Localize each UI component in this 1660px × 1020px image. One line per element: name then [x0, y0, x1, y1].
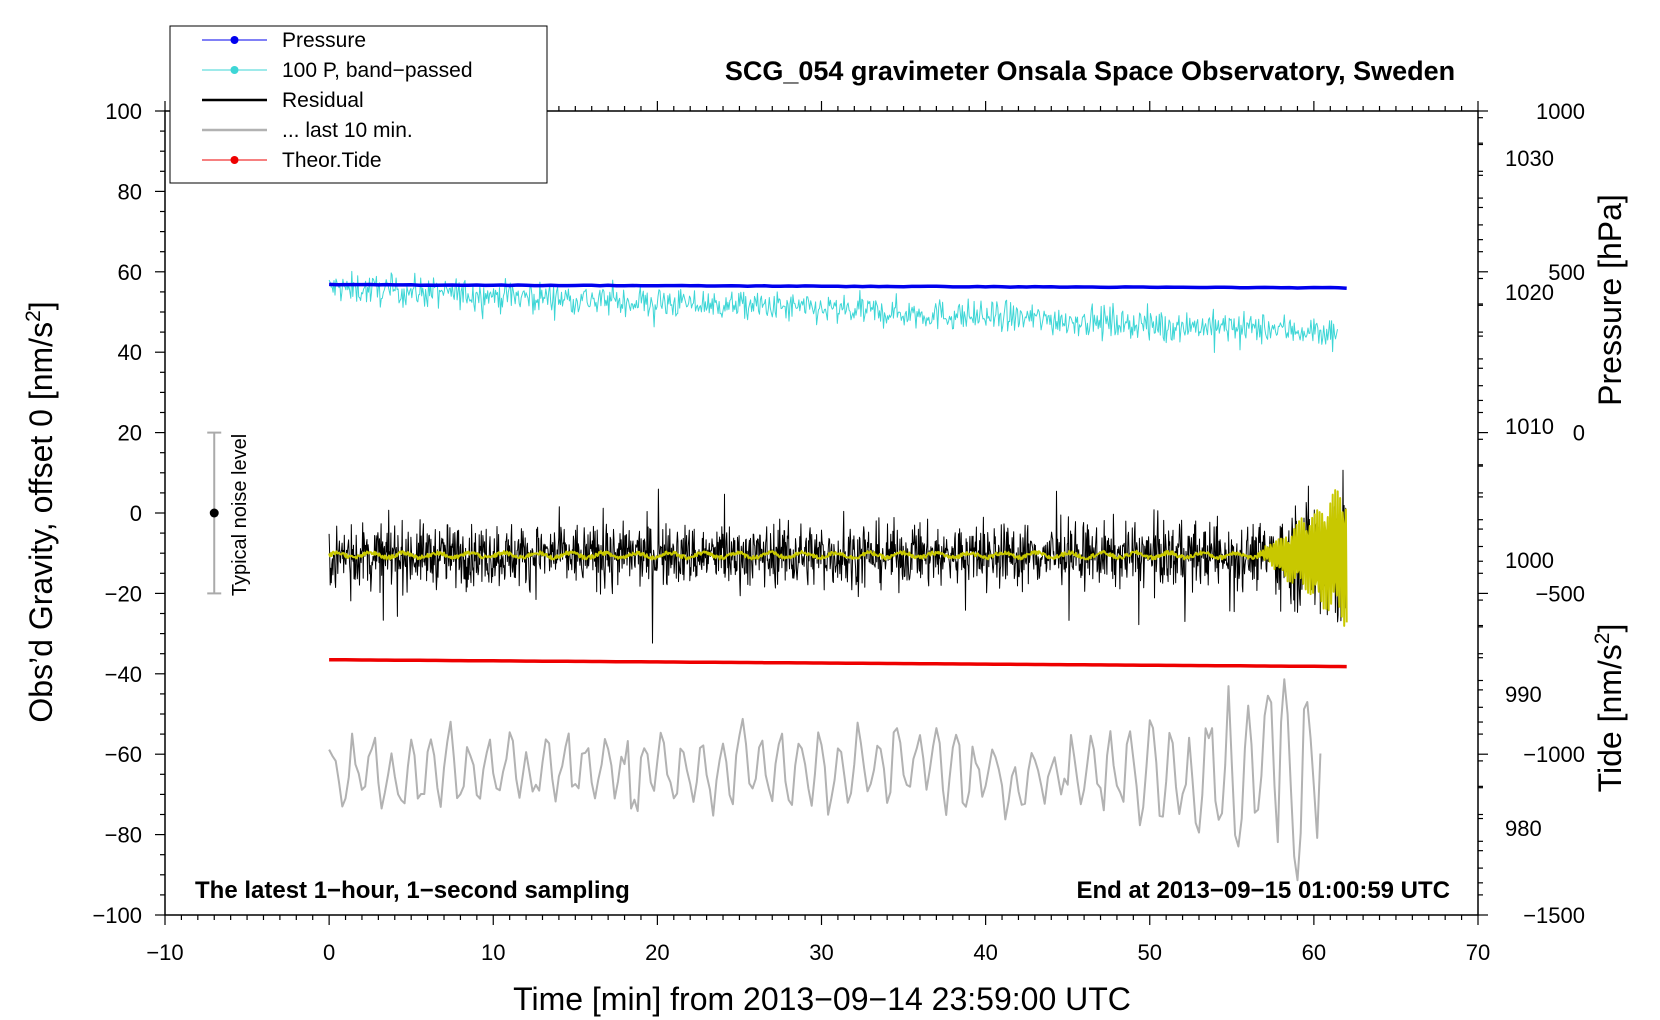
y-tick-label: 100: [105, 99, 142, 124]
series-residual: [328, 469, 1347, 644]
tide-tick-label: 0: [1573, 421, 1585, 446]
y-tick-label: 80: [118, 179, 142, 204]
y-tick-label: −60: [105, 742, 142, 767]
tide-tick-labels: 1000 500 0 −500 −1000 −1500: [1523, 99, 1585, 928]
x-tick-label: 40: [973, 940, 997, 965]
plot-frame: [164, 110, 1479, 916]
tide-tick-label: 1000: [1536, 99, 1585, 124]
y-axis-title-gravity: Obs’d Gravity, offset 0 [nm/s2]: [22, 301, 59, 722]
pressure-tick-label: 990: [1505, 682, 1542, 707]
x-tick-label: 50: [1138, 940, 1162, 965]
y-tick-label: −80: [105, 823, 142, 848]
series-last-10-min: [328, 678, 1322, 882]
tide-tick-label: −1000: [1523, 742, 1585, 767]
x-tick-label: 30: [809, 940, 833, 965]
legend-marker: [230, 156, 239, 164]
legend-label: 100 P, band−passed: [282, 59, 473, 82]
legend-marker: [230, 66, 239, 74]
legend-entry: 100 P, band−passed: [202, 59, 473, 82]
y-tick-label: 20: [118, 421, 142, 446]
legend-marker: [230, 36, 239, 44]
legend: Pressure 100 P, band−passed Residual ... la…: [169, 25, 548, 184]
noise-bar-center: [209, 508, 219, 518]
x-tick-label: 10: [481, 940, 505, 965]
legend-label: ... last 10 min.: [282, 119, 413, 142]
annotation-end-time: End at 2013−09−15 01:00:59 UTC: [1076, 877, 1450, 904]
noise-label: Typical noise level: [229, 434, 251, 596]
legend-entry: Theor.Tide: [202, 149, 382, 172]
legend-label: Theor.Tide: [282, 149, 382, 172]
y-tick-label: 40: [118, 340, 142, 365]
pressure-tick-label: 1010: [1505, 414, 1554, 439]
y-tick-label: −100: [92, 903, 142, 928]
tick-marks: [155, 101, 1488, 925]
tide-tick-label: −1500: [1523, 903, 1585, 928]
y-axis-title-tide: Tide [nm/s2]: [1591, 624, 1628, 793]
y-tick-label: −20: [105, 581, 142, 606]
pressure-tick-labels: 1030 1020 1010 1000 990 980: [1505, 146, 1554, 841]
x-tick-label: 0: [323, 940, 335, 965]
annotation-latest-hour: The latest 1−hour, 1−second sampling: [195, 877, 630, 904]
tide-tick-label: 500: [1548, 260, 1585, 285]
x-tick-labels: −10 0 10 20 30 40 50 60 70: [146, 940, 1490, 965]
legend-entry: ... last 10 min.: [202, 119, 413, 142]
x-tick-label: 20: [645, 940, 669, 965]
series-bandpassed-pressure: [328, 270, 1338, 353]
series-layer: [328, 270, 1348, 882]
x-tick-label: 70: [1466, 940, 1490, 965]
x-tick-label: −10: [146, 940, 183, 965]
pressure-tick-label: 1030: [1505, 146, 1554, 171]
x-tick-label: 60: [1302, 940, 1326, 965]
legend-entry: Pressure: [202, 29, 366, 52]
series-theoretical-tide: [329, 657, 1347, 669]
noise-level-indicator: Typical noise level: [207, 431, 251, 596]
y-tick-labels: 100 80 60 40 20 0 −20 −40 −60 −80 −100: [92, 99, 142, 928]
y-tick-label: 60: [118, 260, 142, 285]
legend-label: Pressure: [282, 29, 366, 52]
pressure-tick-label: 1000: [1505, 548, 1554, 573]
y-tick-label: −40: [105, 662, 142, 687]
chart-title: SCG_054 gravimeter Onsala Space Observat…: [725, 56, 1455, 86]
pressure-tick-label: 1020: [1505, 280, 1554, 305]
y-tick-label: 0: [130, 501, 142, 526]
legend-entry: Residual: [202, 89, 364, 112]
legend-label: Residual: [282, 89, 364, 112]
x-axis-title: Time [min] from 2013−09−14 23:59:00 UTC: [513, 981, 1131, 1017]
tide-tick-label: −500: [1535, 581, 1585, 606]
y-axis-title-pressure: Pressure [hPa]: [1592, 194, 1628, 406]
series-residual-smoothed: [328, 489, 1348, 627]
pressure-tick-label: 980: [1505, 816, 1542, 841]
series-pressure: [329, 282, 1347, 290]
